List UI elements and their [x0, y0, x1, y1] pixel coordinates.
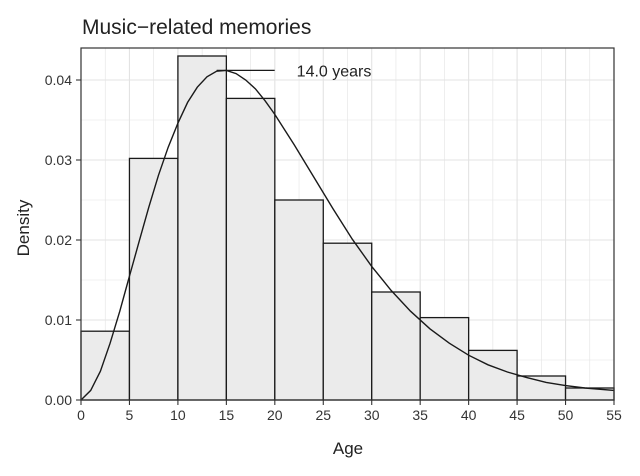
histogram-bar — [419, 316, 470, 401]
x-tick-label: 35 — [412, 407, 428, 423]
histogram-bar — [371, 291, 421, 401]
x-axis-title: Age — [333, 439, 363, 458]
axes: 0 5 10 15 20 25 30 35 40 45 50 55 0.00 0.01 0.02 0.03 0.… — [45, 47, 622, 423]
x-tick-label: 40 — [461, 407, 477, 423]
x-tick-label: 15 — [219, 407, 235, 423]
histogram-bar — [322, 242, 373, 401]
x-tick-label: 25 — [315, 407, 331, 423]
density-curve — [80, 69, 615, 401]
histogram-bar — [128, 157, 179, 401]
y-tick-label: 0.04 — [45, 72, 72, 88]
x-tick-label: 5 — [126, 407, 134, 423]
x-tick-label: 0 — [77, 407, 85, 423]
histogram-bar — [225, 97, 276, 401]
x-tick-label: 20 — [267, 407, 283, 423]
histogram-bar — [516, 375, 567, 401]
histogram-bar — [467, 349, 518, 401]
y-tick-label: 0.01 — [45, 312, 72, 328]
x-tick-label: 50 — [558, 407, 574, 423]
x-tick-label: 45 — [509, 407, 525, 423]
y-tick-label: 0.02 — [45, 232, 72, 248]
y-tick-label: 0.00 — [45, 392, 72, 408]
histogram-bar — [274, 199, 324, 401]
chart-title: Music−related memories — [82, 16, 311, 39]
x-tick-label: 55 — [606, 407, 622, 423]
histogram-bar — [177, 55, 228, 401]
y-axis-title: Density — [14, 199, 33, 256]
histogram-bar — [80, 330, 131, 401]
annotation-label: 14.0 years — [297, 63, 372, 80]
histogram-bars — [80, 55, 615, 401]
x-tick-label: 10 — [170, 407, 186, 423]
plot-border — [80, 47, 615, 401]
x-tick-label: 30 — [364, 407, 380, 423]
peak-annotation: 14.0 years — [216, 63, 372, 80]
y-tick-label: 0.03 — [45, 152, 72, 168]
